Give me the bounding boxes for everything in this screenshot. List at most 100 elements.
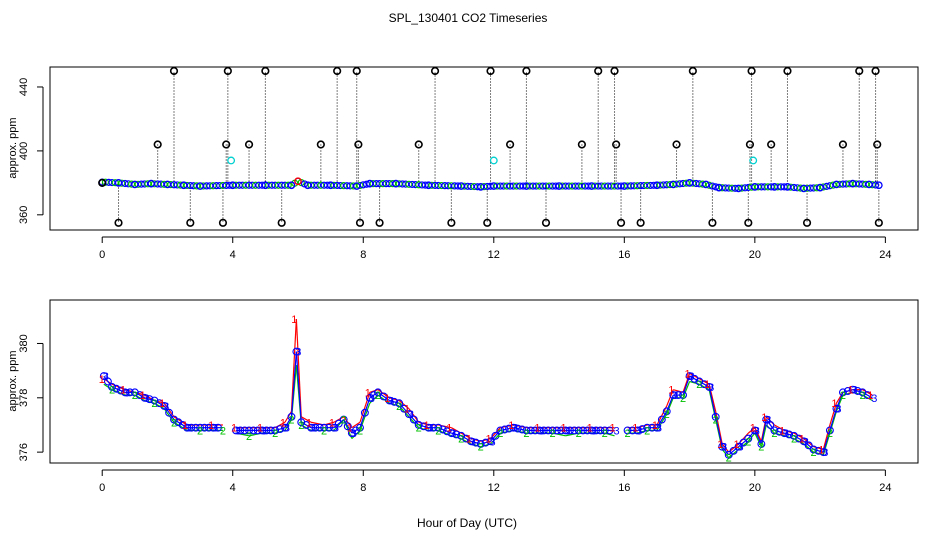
series-point-label: 2: [625, 428, 631, 440]
series-line: [835, 392, 844, 409]
series-marker: [486, 437, 495, 446]
series-line: [343, 416, 353, 429]
series-line: [408, 413, 420, 426]
baseline-point: [294, 177, 302, 186]
spike-marker: [352, 66, 361, 76]
series-marker: [539, 426, 548, 435]
series-point-label: 3: [636, 425, 642, 437]
series-marker: [509, 423, 518, 432]
baseline-point: [130, 180, 139, 189]
series-marker: [240, 426, 249, 435]
series-point-label: 3: [212, 423, 218, 435]
series-marker: [471, 438, 480, 447]
series-line: [111, 383, 126, 391]
series-point-label: 1: [446, 423, 452, 435]
series-point-label: 2: [859, 390, 865, 402]
series-point-label: 2: [298, 420, 304, 432]
series-line: [103, 383, 113, 391]
series-marker: [165, 408, 174, 417]
series-marker: [253, 426, 262, 435]
series-marker: [191, 423, 200, 432]
series-point-label: 3: [310, 423, 316, 435]
series-marker: [287, 412, 296, 421]
baseline-point: [620, 182, 629, 190]
baseline-point: [489, 182, 498, 190]
series-marker: [574, 426, 583, 435]
series-point-label: 1: [750, 423, 756, 435]
series-line: [284, 419, 292, 431]
series-point-label: 1: [365, 387, 371, 399]
series-marker: [266, 426, 275, 435]
spike-marker: [355, 218, 365, 227]
series-marker: [178, 421, 187, 429]
series-marker: [739, 438, 748, 447]
series-line: [765, 419, 775, 431]
series-point-label: 2: [357, 425, 363, 437]
series-point-label: 2: [396, 401, 402, 413]
x-tick-label: 12: [488, 249, 500, 261]
spike-marker: [218, 218, 228, 227]
series-marker: [438, 425, 447, 434]
series-line: [359, 392, 371, 423]
spike-marker: [612, 140, 621, 149]
spike-marker: [447, 218, 456, 227]
series-line: [656, 413, 668, 431]
series-marker: [648, 423, 657, 432]
series-marker: [669, 391, 678, 400]
series-marker: [552, 426, 561, 435]
series-point-label: 2: [288, 415, 294, 427]
series-marker: [329, 423, 338, 432]
series-point-label: 3: [737, 442, 743, 454]
series-marker: [140, 393, 149, 402]
series-point-label: 1: [182, 420, 188, 432]
series-marker: [424, 423, 433, 432]
baseline-point: [163, 180, 172, 189]
baseline-marker: [712, 183, 720, 191]
baseline-markers: [98, 177, 883, 193]
series-marker: [605, 426, 614, 435]
series-line: [835, 394, 844, 412]
plot-frame: [49, 66, 919, 231]
series-point-label: 1: [652, 420, 658, 432]
spike-marker: [541, 218, 551, 227]
series-point-label: 2: [458, 434, 464, 446]
series-point-label: 2: [664, 409, 670, 421]
bottom-ylabel: approx. ppm: [7, 350, 19, 411]
series-marker: [99, 372, 108, 381]
series-line: [173, 416, 188, 426]
series-marker: [183, 423, 192, 432]
series-line: [351, 421, 361, 429]
series-marker: [744, 434, 753, 443]
baseline-point: [799, 184, 808, 193]
series-line: [103, 375, 113, 388]
baseline-marker: [829, 181, 837, 189]
series-marker: [838, 388, 847, 397]
spike-marker: [802, 218, 812, 227]
series-point-label: 3: [284, 423, 290, 435]
baseline-point: [287, 181, 296, 190]
series-line: [451, 427, 462, 434]
series-line: [708, 384, 717, 412]
x-tick-label: 16: [618, 249, 630, 261]
series-point-label: 3: [186, 423, 192, 435]
series-line: [721, 446, 730, 456]
series-point-label: 3: [235, 425, 241, 437]
series-point-label: 1: [208, 420, 214, 432]
series-line: [708, 386, 717, 417]
series-point-label: 1: [818, 444, 824, 456]
series-marker: [452, 430, 461, 439]
spike-marker: [767, 140, 776, 149]
y-tick-label: 440: [18, 78, 30, 96]
x-axis: 0 4 8 12 16 20 24: [99, 236, 891, 261]
series-marker: [848, 385, 857, 394]
series-marker: [347, 429, 356, 438]
series-point-label: 1: [257, 423, 263, 435]
y-tick-label: 380: [18, 334, 30, 352]
series-marker: [187, 423, 196, 432]
spike-marker: [277, 218, 286, 227]
baseline-point: [770, 183, 779, 191]
top-ylabel: approx. ppm: [7, 117, 19, 178]
series-point-label: 3: [261, 425, 267, 437]
series-marker: [121, 388, 130, 397]
series-point-label: 2: [246, 431, 252, 443]
